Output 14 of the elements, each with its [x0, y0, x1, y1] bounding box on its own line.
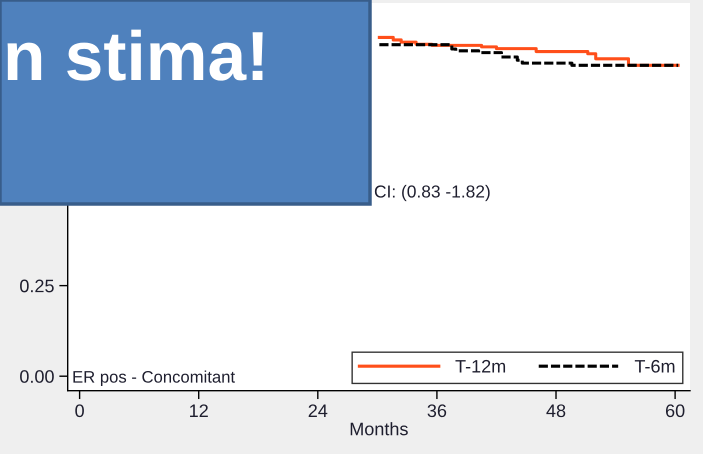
x-tick-label: 36	[428, 404, 446, 418]
x-tick-label: 48	[546, 404, 566, 418]
legend-label: T-12m	[455, 360, 506, 373]
x-tick-label: 60	[666, 404, 684, 418]
y-tick-label: 0.25	[20, 280, 54, 292]
annotation: CI: (0.83 -1.82)	[374, 184, 490, 202]
annotation: ER pos - Concomitant	[73, 370, 235, 386]
legend-label: T-6m	[634, 360, 674, 373]
x-tick-label: 0	[75, 404, 84, 418]
x-tick-label: 24	[308, 404, 328, 417]
annotation: n stima!	[8, 30, 263, 81]
y-tick-label: 0.00	[20, 370, 54, 383]
x-tick-label: 12	[190, 404, 208, 417]
x-axis-title: Months	[350, 422, 408, 436]
